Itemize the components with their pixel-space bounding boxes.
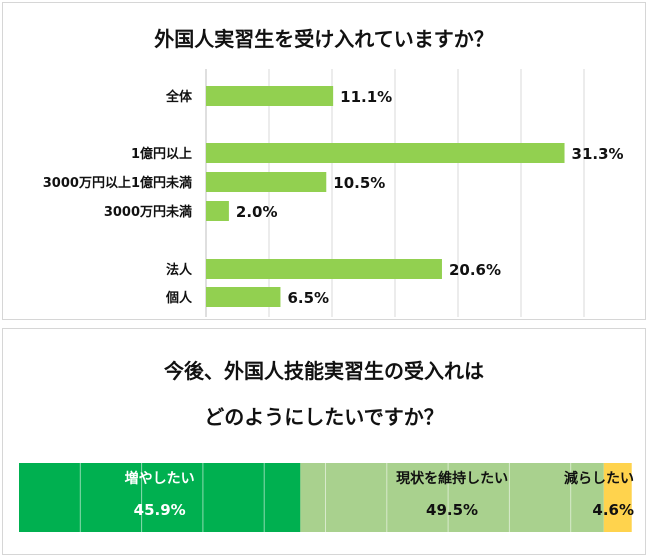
chart2-value-label: 45.9% bbox=[134, 501, 186, 519]
chart1-category-label: 法人 bbox=[166, 262, 193, 278]
chart-panel-2: 今後、外国人技能実習生の受入れは どのようにしたいですか？ 増やしたい 45.9%… bbox=[2, 328, 646, 555]
chart1-bar bbox=[206, 259, 442, 279]
chart1-bar bbox=[206, 143, 565, 163]
chart2-title-line2: どのようにしたいですか？ bbox=[204, 405, 444, 429]
chart1-category-label: 全体 bbox=[165, 89, 193, 105]
chart2-value-label: 49.5% bbox=[426, 501, 478, 519]
chart1-category-label: 個人 bbox=[165, 290, 193, 306]
chart2-title-line1: 今後、外国人技能実習生の受入れは bbox=[164, 359, 484, 383]
chart1-value-label: 11.1% bbox=[340, 88, 392, 106]
chart2-series-label: 増やしたい bbox=[125, 470, 195, 487]
chart2-value-label: 4.6% bbox=[592, 501, 634, 519]
chart1-value-label: 20.6% bbox=[449, 261, 501, 279]
chart2-segment bbox=[19, 463, 301, 532]
chart1-value-label: 10.5% bbox=[333, 174, 385, 192]
chart1-value-label: 2.0% bbox=[236, 203, 278, 221]
chart1-bar bbox=[206, 287, 281, 307]
chart1-title: 外国人実習生を受け入れていますか？ bbox=[154, 27, 494, 51]
chart2-svg: 増やしたい 45.9% 現状を維持したい 49.5% 減らしたい 4.6% bbox=[19, 463, 634, 532]
chart1-bar bbox=[206, 201, 229, 221]
chart2-series-label: 現状を維持したい bbox=[396, 470, 508, 487]
chart1-category-label: 3000万円以上1億円未満 bbox=[43, 175, 192, 191]
chart1-value-label: 6.5% bbox=[287, 289, 329, 307]
chart1-bar bbox=[206, 86, 334, 106]
chart-panel-1: 外国人実習生を受け入れていますか？ 全体 11.1% 1億円以上 31.3% 3000万… bbox=[2, 2, 646, 320]
chart1-value-label: 31.3% bbox=[572, 145, 624, 163]
chart1-category-label: 1億円以上 bbox=[131, 146, 192, 162]
chart2-segment bbox=[300, 463, 604, 532]
chart2-series-label: 減らしたい bbox=[564, 470, 634, 487]
chart1-svg: 全体 11.1% 1億円以上 31.3% 3000万円以上1億円未満 10.5% 3000万… bbox=[43, 69, 624, 317]
chart2-segment bbox=[603, 463, 632, 532]
chart1-category-label: 3000万円未満 bbox=[104, 204, 192, 220]
chart1-bar bbox=[206, 172, 327, 192]
